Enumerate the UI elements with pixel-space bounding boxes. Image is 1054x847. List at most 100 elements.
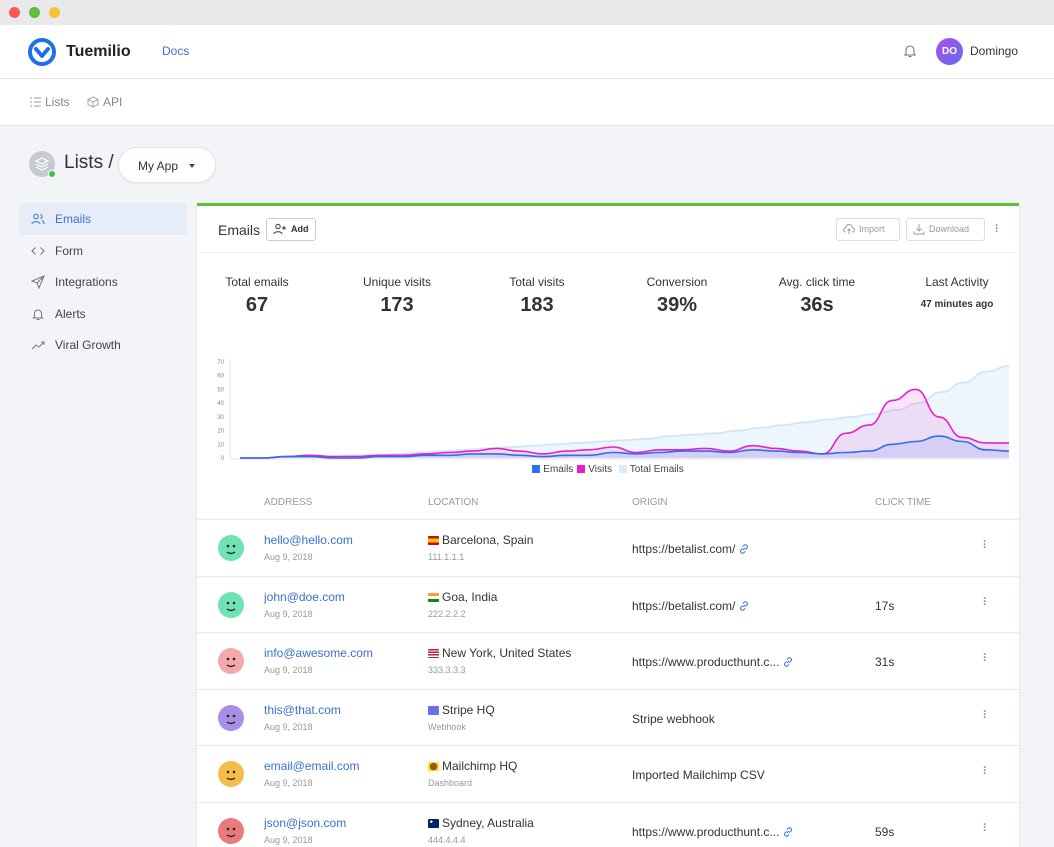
- stat-total-emails: Total emails 67: [187, 275, 327, 317]
- subnav-lists[interactable]: Lists: [30, 95, 70, 109]
- user-avatar[interactable]: DO: [936, 38, 963, 65]
- row-location-label: Mailchimp HQ: [442, 759, 518, 773]
- sidebar-item-form[interactable]: Form: [19, 235, 187, 267]
- stat-label: Conversion: [646, 275, 708, 289]
- tuemilio-logo-icon[interactable]: [28, 38, 56, 66]
- row-location: Sydney, Australia: [428, 816, 534, 830]
- close-window-button[interactable]: [9, 7, 20, 18]
- table-row[interactable]: info@awesome.com Aug 9, 2018 New York, Uni…: [197, 632, 1019, 688]
- sidebar-item-alerts[interactable]: Alerts: [19, 298, 187, 330]
- add-button-label: Add: [291, 224, 309, 234]
- row-email-link[interactable]: email@email.com: [264, 759, 360, 773]
- external-link-icon[interactable]: [738, 543, 750, 555]
- code-icon: [31, 247, 45, 255]
- stat-avg-click-time: Avg. click time 36s: [747, 275, 887, 317]
- row-email-link[interactable]: john@doe.com: [264, 589, 345, 604]
- legend-visits-label: Visits: [588, 464, 613, 475]
- brand-name[interactable]: Tuemilio: [66, 43, 131, 60]
- sidebar-item-viral-growth[interactable]: Viral Growth: [19, 329, 187, 361]
- stat-label: Avg. click time: [778, 275, 856, 289]
- y-tick-label: 0: [221, 456, 225, 462]
- minimize-window-button[interactable]: [29, 7, 40, 18]
- table-row[interactable]: json@json.com Aug 9, 2018 Sydney, Australi…: [197, 801, 1019, 847]
- page-title: Lists /: [64, 152, 114, 173]
- legend-visits[interactable]: Visits: [577, 464, 612, 475]
- row-location-label: Barcelona, Spain: [442, 533, 534, 547]
- legend-emails-label: Emails: [543, 464, 574, 475]
- import-button-label: Import: [859, 224, 885, 234]
- row-ip: 333.3.3.3: [428, 665, 466, 675]
- table-row[interactable]: this@that.com Aug 9, 2018 Stripe HQ Webhook…: [197, 688, 1019, 745]
- table-row[interactable]: hello@hello.com Aug 9, 2018 Barcelona, Spa…: [197, 519, 1019, 575]
- table-row[interactable]: john@doe.com Aug 9, 2018 Goa, India 222.2.2…: [197, 575, 1019, 632]
- series-emails-line: [239, 435, 1010, 459]
- row-more-options-icon[interactable]: · · ·: [983, 534, 987, 554]
- row-email-link[interactable]: this@that.com: [264, 702, 341, 717]
- app-select-dropdown[interactable]: My App: [118, 147, 216, 183]
- series-total-emails-area: [240, 366, 1009, 458]
- subnav-lists-label: Lists: [45, 95, 70, 109]
- row-origin-label: https://betalist.com/: [632, 542, 736, 556]
- row-location-label: Stripe HQ: [442, 702, 495, 717]
- y-tick-label: 70: [217, 360, 224, 366]
- import-button[interactable]: Import: [836, 218, 900, 241]
- notifications-bell-icon[interactable]: [902, 43, 918, 59]
- row-date: Aug 9, 2018: [264, 665, 313, 675]
- stat-value: 173: [380, 294, 414, 316]
- column-header-address[interactable]: Address: [264, 497, 313, 508]
- row-ip: 444.4.4.4: [428, 834, 466, 845]
- stat-value: 183: [520, 294, 554, 316]
- row-more-options-icon[interactable]: · · ·: [983, 647, 987, 667]
- card-header: Emails Add Import Download · · ·: [197, 206, 1019, 253]
- sidebar-item-integrations[interactable]: Integrations: [19, 266, 187, 298]
- window-titlebar: [0, 0, 1054, 25]
- stat-label: Last Activity: [925, 275, 989, 289]
- row-origin-label: https://betalist.com/: [632, 598, 736, 613]
- column-header-click-time[interactable]: Click time: [875, 497, 931, 508]
- row-email-link[interactable]: json@json.com: [264, 815, 347, 830]
- au-flag-icon: [428, 818, 439, 828]
- table-row[interactable]: email@email.com Aug 9, 2018 Mailchimp HQ Da…: [197, 745, 1019, 801]
- row-origin: https://betalist.com/: [632, 542, 750, 556]
- row-origin: Stripe webhook: [632, 712, 715, 726]
- row-more-options-icon[interactable]: · · ·: [983, 816, 987, 837]
- user-name[interactable]: Domingo: [970, 44, 1019, 58]
- row-more-options-icon[interactable]: · · ·: [983, 703, 987, 724]
- subnav-api-label: API: [103, 95, 123, 109]
- legend-total-emails[interactable]: Total Emails: [618, 464, 684, 475]
- lists-layers-icon: [29, 151, 55, 177]
- stat-value: 67: [245, 294, 269, 316]
- row-avatar-icon: [218, 817, 244, 844]
- users-icon: [31, 213, 45, 225]
- row-location: Goa, India: [428, 590, 497, 604]
- stat-last-activity: Last Activity 47 minutes ago: [887, 275, 1027, 310]
- row-more-options-icon[interactable]: · · ·: [983, 760, 987, 780]
- sidebar-item-emails[interactable]: Emails: [19, 203, 187, 235]
- external-link-icon[interactable]: [782, 826, 794, 838]
- external-link-icon[interactable]: [782, 656, 794, 668]
- app-select-value: My App: [138, 159, 179, 173]
- row-avatar-icon: [218, 591, 244, 618]
- column-header-location[interactable]: Location: [428, 497, 479, 508]
- download-button[interactable]: Download: [906, 218, 985, 241]
- zoom-window-button[interactable]: [49, 7, 60, 18]
- row-more-options-icon[interactable]: · · ·: [983, 590, 987, 611]
- online-status-dot: [48, 170, 56, 178]
- row-location: Barcelona, Spain: [428, 533, 533, 547]
- row-email-link[interactable]: hello@hello.com: [264, 533, 353, 547]
- row-date: Aug 9, 2018: [264, 608, 313, 619]
- subnav-api[interactable]: API: [87, 95, 122, 109]
- row-date: Aug 9, 2018: [264, 778, 313, 788]
- row-location-label: Goa, India: [442, 589, 498, 604]
- column-header-origin[interactable]: Origin: [632, 497, 668, 508]
- stripe-flag-icon: [428, 705, 439, 715]
- row-email-link[interactable]: info@awesome.com: [264, 646, 373, 660]
- add-email-button[interactable]: Add: [266, 218, 316, 241]
- row-date: Aug 9, 2018: [264, 834, 313, 845]
- card-more-options-icon[interactable]: · · ·: [995, 218, 999, 238]
- stat-value: 36s: [800, 294, 834, 316]
- row-click-time: 59s: [875, 824, 895, 839]
- external-link-icon[interactable]: [738, 600, 750, 612]
- docs-link[interactable]: Docs: [162, 44, 190, 58]
- legend-emails[interactable]: Emails: [532, 464, 573, 475]
